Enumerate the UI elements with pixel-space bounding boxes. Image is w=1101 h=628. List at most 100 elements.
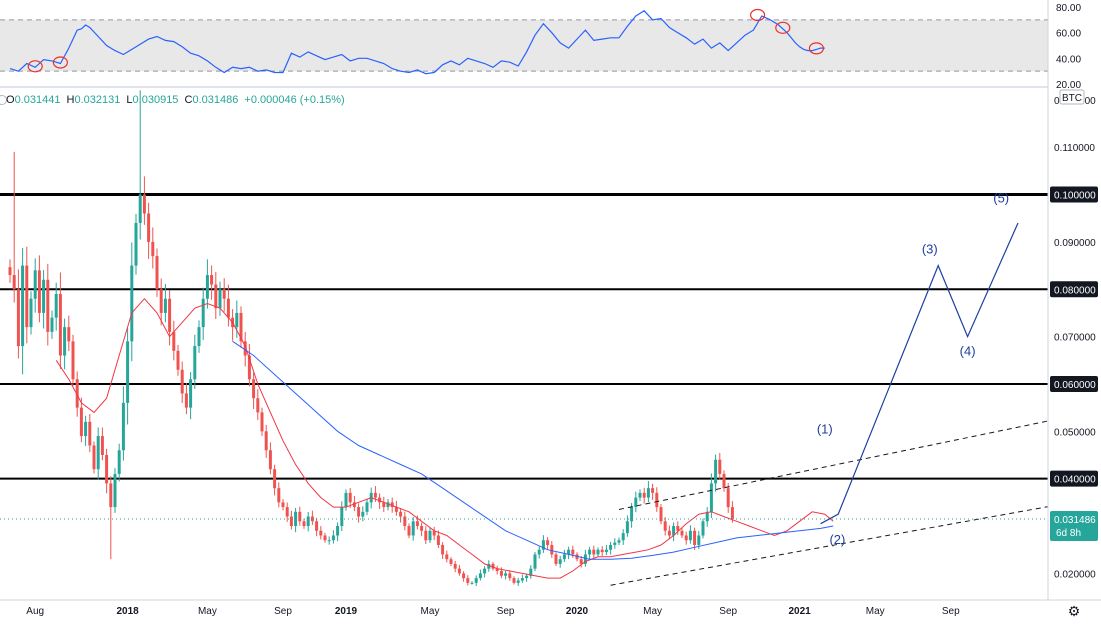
high-value: 0.032131 [74,94,121,106]
candle-body [520,578,524,581]
currency-badge-box[interactable] [1059,89,1085,105]
price-tick-label: 0.070000 [1054,333,1096,344]
candle-body [701,521,705,536]
candle-body [247,355,251,380]
candle-body [730,507,734,519]
price-tick-label: 0.090000 [1054,238,1096,249]
candle-body [382,502,386,508]
candle-body [264,431,268,451]
candle-body [470,582,474,584]
currency-badge[interactable]: BTC [1062,93,1082,104]
candle-body [394,507,398,512]
rsi-band [0,19,1048,72]
time-tick-label: Sep [719,606,737,617]
candle-body [357,507,361,517]
channel-upper-line [618,412,1086,510]
candle-body [323,535,327,541]
candle-body [71,341,75,380]
wave-projection-line [820,222,1019,525]
candle-body [651,488,655,493]
wave-label: (5) [993,191,1009,206]
rsi-annotation-circle [52,56,69,69]
time-tick-label: May [421,606,440,617]
candle-body [403,516,407,527]
level-price-tag [1050,281,1098,298]
candle-body [567,549,571,555]
candle-body [29,298,33,328]
candle-body [516,580,520,583]
candle-body [600,549,604,553]
close-value: 0.031486 [192,94,239,106]
price-tick-label: 0.110000 [1054,143,1095,154]
main-panel: (1) (2) (3) (4) (5) [0,90,1086,586]
candle-body [672,526,676,536]
candle-body [46,279,50,332]
candle-body [285,507,289,517]
candle-body [79,407,83,437]
candle-body [315,521,319,531]
rsi-tick-label: 20.00 [1056,80,1081,91]
rsi-line [9,10,825,75]
candle-body [163,298,167,313]
candle-body [306,516,310,527]
candle-body [550,544,554,555]
time-tick-label: Sep [497,606,515,617]
candle-body [197,327,201,347]
candle-body [525,575,529,579]
time-tick-label: Sep [942,606,960,617]
high-label: H [66,94,75,106]
candle-body [16,289,20,347]
level-price-tag [1050,186,1098,203]
candle-body [483,568,487,574]
candle-body [449,559,453,564]
candle-body [457,568,461,574]
candle-body [268,450,272,470]
visibility-dot-icon[interactable] [0,95,7,105]
candle-body [638,492,642,498]
candle-body [327,540,331,542]
candle-body [407,526,411,536]
level-price-tag [1050,470,1098,487]
candle-body [142,194,146,214]
price-tick-label: 0.100000 [1054,191,1096,202]
candle-body [558,559,562,564]
candle-body [688,530,692,541]
candle-body [609,544,613,550]
bar-countdown: 6d 8h [1056,528,1081,539]
candle-body [117,450,121,474]
level-price-tag [1050,375,1098,392]
candle-body [168,298,172,332]
candle-body [67,327,71,342]
candle-body [554,554,558,564]
candle-body [84,421,88,437]
candle-body [344,492,348,508]
gear-icon[interactable]: ⚙ [1067,603,1081,619]
candle-body [130,265,134,342]
moving-average-slow-line [232,340,834,560]
candles [8,90,734,586]
candle-body [50,317,54,332]
candle-body [386,502,390,508]
candle-body [92,445,96,470]
candle-body [541,540,545,550]
candle-body [680,530,684,536]
candle-body [109,483,113,508]
time-tick-label: Aug [26,606,44,617]
candle-body [294,511,298,527]
candle-body [147,213,151,242]
candle-body [235,312,239,328]
candle-body [684,535,688,541]
time-tick-label: May [198,606,217,617]
candle-body [113,473,117,508]
time-tick-label: 2020 [566,606,589,617]
open-label: O [6,94,15,106]
candle-body [529,568,533,576]
candle-body [100,436,104,455]
candle-body [453,563,457,569]
candle-body [260,412,264,432]
price-tick-label: 0.050000 [1054,427,1096,438]
time-tick-label: 2019 [335,606,358,617]
